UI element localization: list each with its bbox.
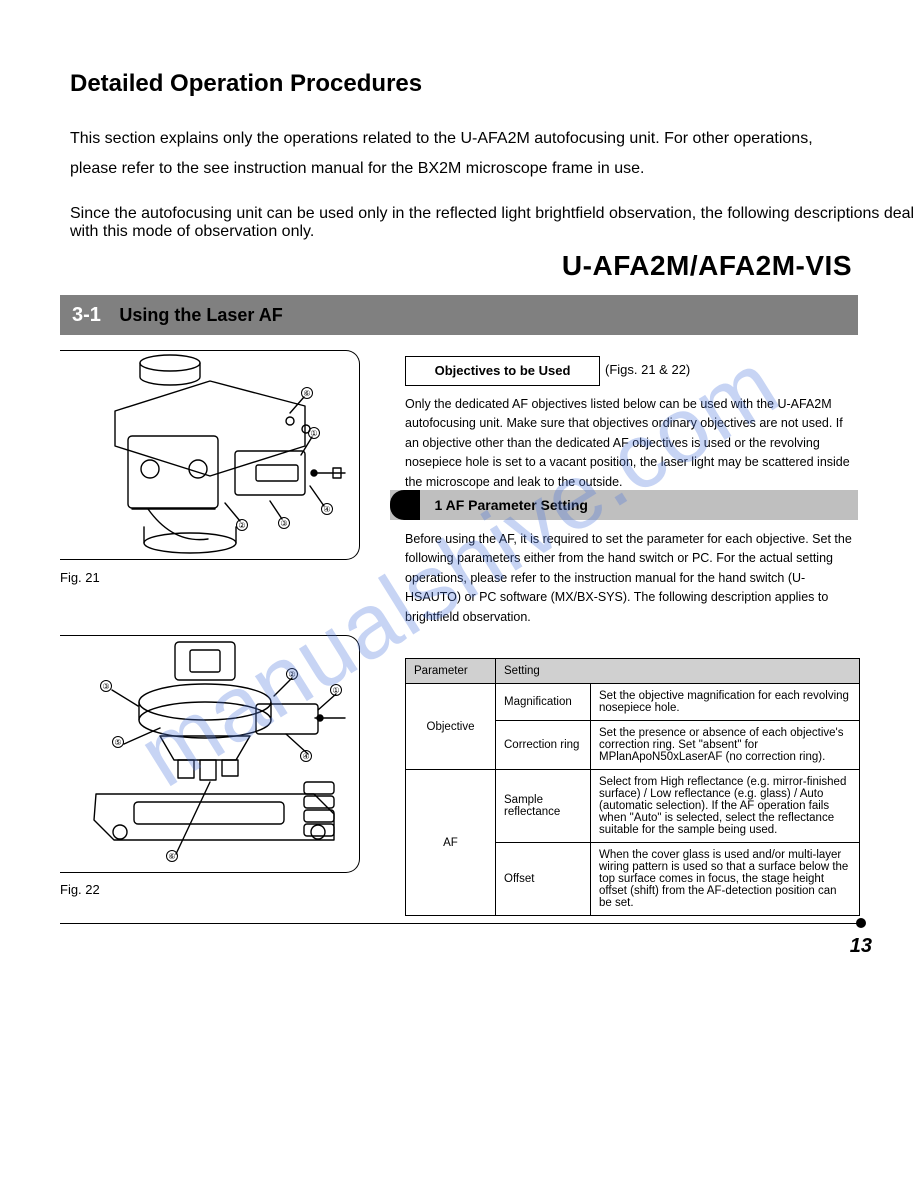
table-cell: Magnification (496, 684, 591, 721)
fig22-callout-3b: ③ (100, 680, 112, 692)
table-cell: When the cover glass is used and/or mult… (591, 843, 860, 916)
fig21-callout-4: ④ (321, 503, 333, 515)
table-header-parameter: Parameter (406, 659, 496, 684)
boxed-subheading: Objectives to be Used (405, 356, 600, 386)
table-cell: Set the presence or absence of each obje… (591, 721, 860, 770)
footer-dot-icon (856, 918, 866, 928)
step-bar-1: 1 AF Parameter Setting (390, 490, 858, 520)
model-tag: U-AFA2M/AFA2M-VIS (562, 250, 852, 282)
table-cell: Objective (406, 684, 496, 770)
fig21-callout-1: ① (308, 427, 320, 439)
fig22-callout-4: ④ (300, 750, 312, 762)
fig21-callout-2: ② (236, 519, 248, 531)
table-cell: Sample reflectance (496, 770, 591, 843)
figure-21-caption: Fig. 21 (60, 570, 100, 585)
step-title-1: 1 AF Parameter Setting (424, 490, 588, 520)
intro-text-2: please refer to the see instruction manu… (70, 160, 645, 178)
table-cell: Offset (496, 843, 591, 916)
fig21-callout-6: ⑥ (301, 387, 313, 399)
intro-text-1: This section explains only the operation… (70, 130, 813, 148)
intro-text-3: Since the autofocusing unit can be used … (70, 205, 918, 241)
step-bullet-icon (390, 490, 420, 520)
table-cell: Set the objective magnification for each… (591, 684, 860, 721)
section-number: 3-1 (72, 295, 101, 335)
section-heading: Detailed Operation Procedures (70, 70, 422, 98)
fig22-callout-5: ⑤ (112, 736, 124, 748)
paragraph-objectives: Only the dedicated AF objectives listed … (405, 395, 855, 492)
table-cell: Correction ring (496, 721, 591, 770)
fig21-callout-3: ③ (278, 517, 290, 529)
section-title: Using the Laser AF (119, 295, 282, 335)
figure-22: ③ ⑤ ⑥ ④ ① ② (60, 635, 360, 873)
figure-21: ② ③ ① ④ ⑥ (60, 350, 360, 560)
table-cell: AF (406, 770, 496, 916)
table-cell: Select from High reflectance (e.g. mirro… (591, 770, 860, 843)
fig22-callout-1: ① (330, 684, 342, 696)
page-number: 13 (850, 935, 872, 958)
footer-divider (60, 923, 858, 924)
paragraph-parameter: Before using the AF, it is required to s… (405, 530, 855, 627)
fig22-callout-2: ② (286, 668, 298, 680)
figure-22-caption: Fig. 22 (60, 882, 100, 897)
table-header-setting: Setting (496, 659, 860, 684)
figure-reference: (Figs. 21 & 22) (605, 362, 690, 377)
fig22-callout-6: ⑥ (166, 850, 178, 862)
parameter-table: Parameter Setting Objective Magnificatio… (405, 658, 860, 916)
section-bar: 3-1 Using the Laser AF (60, 295, 858, 335)
